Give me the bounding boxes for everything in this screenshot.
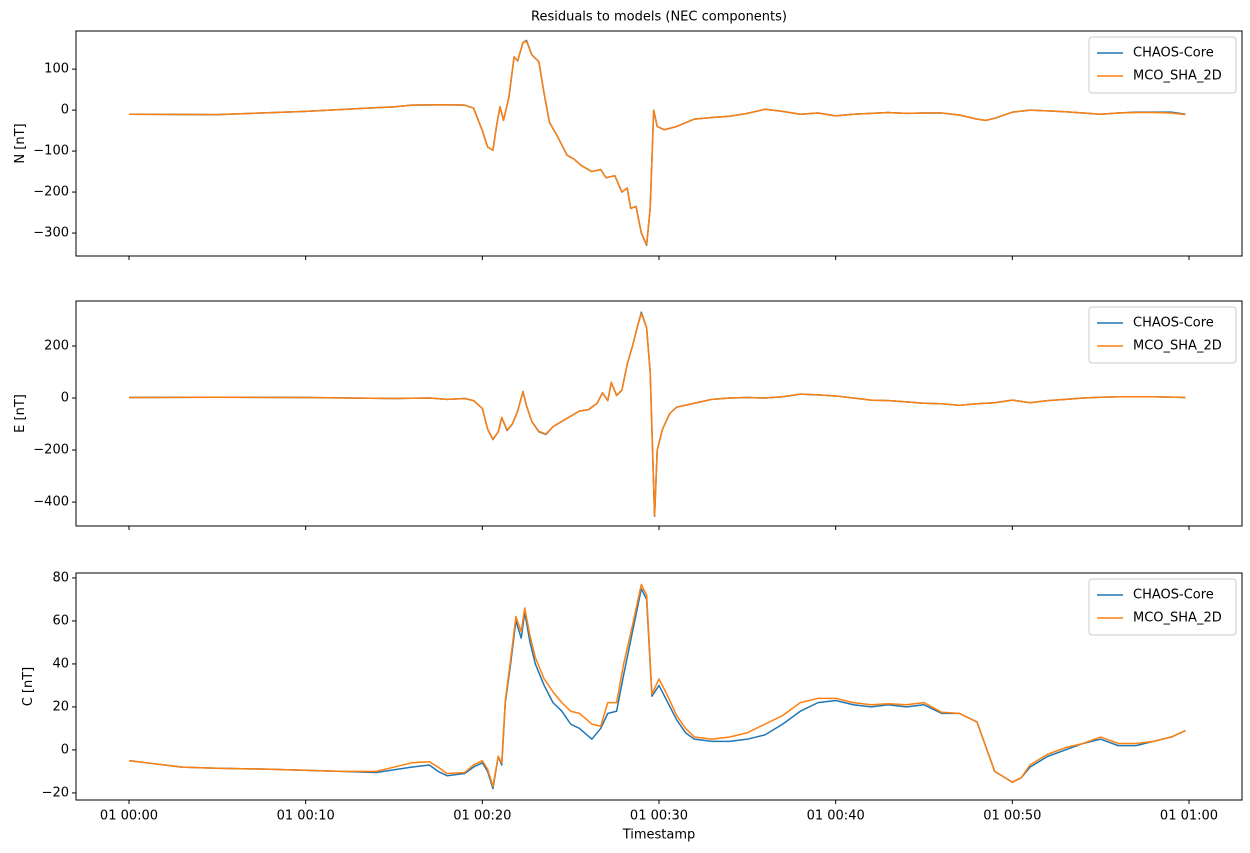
y-tick-label: 100 (44, 62, 69, 77)
x-tick-label: 01 00:50 (983, 809, 1041, 824)
plot-frame (75, 300, 1243, 527)
x-tick-label: 01 00:20 (453, 809, 511, 824)
y-tick-label: 0 (61, 742, 69, 757)
y-tick-label: −400 (33, 495, 69, 510)
x-tick-label: 01 00:30 (630, 809, 688, 824)
legend-label: CHAOS-Core (1133, 46, 1214, 61)
data-line (128, 587, 1186, 790)
legend: CHAOS-Core MCO_SHA_2D (1088, 36, 1237, 94)
y-tick-label: 20 (52, 699, 69, 714)
data-line (128, 311, 1186, 518)
y-tick-label: 40 (52, 656, 69, 671)
chart-title: Residuals to models (NEC components) (531, 10, 787, 25)
data-line (128, 312, 1186, 517)
y-tick-label: −200 (33, 185, 69, 200)
legend: CHAOS-Core MCO_SHA_2D (1088, 306, 1237, 364)
legend-label: MCO_SHA_2D (1133, 611, 1222, 626)
data-line (128, 40, 1186, 246)
y-tick-label: 60 (52, 613, 69, 628)
legend: CHAOS-Core MCO_SHA_2D (1088, 578, 1237, 636)
legend-box (1088, 578, 1237, 636)
legend-label: CHAOS-Core (1133, 588, 1214, 603)
y-tick-label: −200 (33, 443, 69, 458)
y-tick-label: 0 (61, 391, 69, 406)
legend-label: MCO_SHA_2D (1133, 339, 1222, 354)
y-tick-label: 80 (52, 570, 69, 585)
y-axis-label: E [nT] (13, 394, 28, 433)
legend-box (1088, 306, 1237, 364)
plot-frame (75, 30, 1243, 257)
y-tick-label: 200 (44, 339, 69, 354)
legend-label: CHAOS-Core (1133, 316, 1214, 331)
y-axis-label: N [nT] (13, 123, 28, 163)
legend-label: MCO_SHA_2D (1133, 69, 1222, 84)
y-tick-label: −300 (33, 226, 69, 241)
y-tick-label: −20 (42, 785, 69, 800)
y-tick-label: −100 (33, 144, 69, 159)
data-line (128, 583, 1186, 788)
x-tick-label: 01 00:00 (100, 809, 158, 824)
y-axis-label: C [nT] (21, 667, 36, 707)
x-tick-label: 01 00:10 (277, 809, 335, 824)
y-tick-label: 0 (61, 103, 69, 118)
x-tick-label: 01 01:00 (1160, 809, 1218, 824)
x-tick-label: 01 00:40 (807, 809, 865, 824)
legend-box (1088, 36, 1237, 94)
x-axis-label: Timestamp (622, 828, 696, 843)
data-line (128, 39, 1186, 247)
